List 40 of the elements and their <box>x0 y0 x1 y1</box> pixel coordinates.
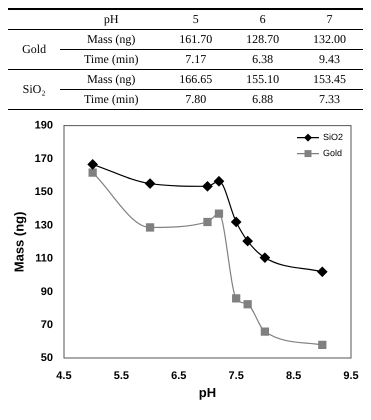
legend-label: SiO2 <box>322 132 344 142</box>
legend-label: Gold <box>322 148 342 158</box>
y-tick-label: 50 <box>40 352 53 364</box>
text: 166.65 <box>178 71 214 88</box>
text: pH <box>102 11 120 28</box>
x-tick-label: 9.5 <box>343 370 359 382</box>
y-tick-label: 190 <box>34 120 53 132</box>
x-tick-label: 4.5 <box>56 370 72 382</box>
y-tick-label: 150 <box>34 186 53 198</box>
text: 5 <box>192 11 200 28</box>
y-tick-label: 90 <box>40 286 53 298</box>
x-tick-label: 6.5 <box>171 370 186 382</box>
text: 153.45 <box>312 71 348 88</box>
x-tick-label: 8.5 <box>286 370 302 382</box>
y-axis-title: Mass (ng) <box>11 212 26 272</box>
text: 7.17 <box>184 51 208 68</box>
y-tick-label: 170 <box>34 152 53 165</box>
y-tick-label: 130 <box>34 219 53 232</box>
text: Time (min) <box>82 91 140 108</box>
text: 161.70 <box>178 31 214 48</box>
x-tick-label: 7.5 <box>228 370 244 382</box>
x-axis-title: pH <box>198 384 216 400</box>
y-tick-label: 70 <box>40 319 53 332</box>
text: SiO₂ <box>8 70 60 110</box>
text: Gold <box>8 30 60 70</box>
text: 132.00 <box>312 31 348 48</box>
text: 6 <box>258 11 267 28</box>
text: Time (min) <box>82 51 140 68</box>
text: 9.43 <box>318 51 342 68</box>
text: 155.10 <box>245 71 280 88</box>
text: 128.70 <box>245 31 280 48</box>
text: 7.33 <box>318 91 342 108</box>
y-tick-label: 110 <box>35 252 53 265</box>
text: Mass (ng) <box>86 71 136 88</box>
x-tick-label: 5.5 <box>114 370 130 382</box>
text: 6.38 <box>251 51 274 68</box>
text: 7 <box>326 11 334 28</box>
text: 7.80 <box>184 91 208 108</box>
text: 6.88 <box>251 91 274 108</box>
text: Mass (ng) <box>86 31 136 48</box>
